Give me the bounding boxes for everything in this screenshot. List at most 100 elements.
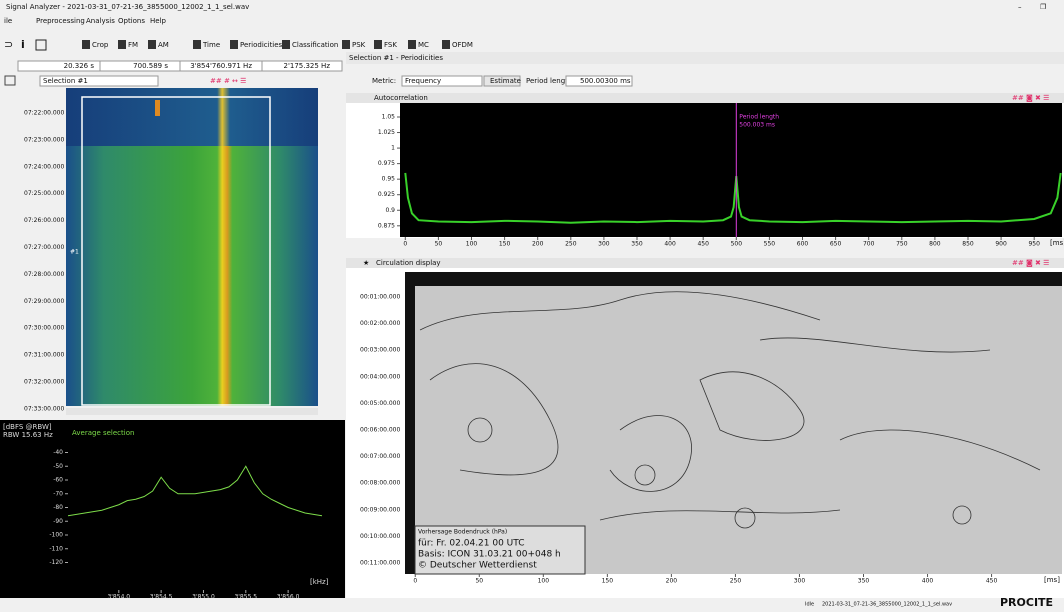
x-tick-label: 250 (565, 241, 577, 248)
y-tick-label: -80 (53, 504, 63, 511)
tool-label[interactable]: FSK (384, 41, 397, 49)
x-tick-label: 600 (797, 241, 809, 248)
rbw: RBW 15.63 Hz (3, 431, 53, 439)
tool-label[interactable]: FM (128, 41, 138, 49)
menu-item[interactable]: ile (4, 17, 12, 25)
tool-label[interactable]: Crop (92, 41, 109, 49)
metric-value: Frequency (405, 77, 441, 85)
selection-label: #1 (70, 249, 79, 256)
view-icons[interactable]: ## # ↔ ☰ (210, 77, 246, 85)
time-label: 07:32:00.000 (24, 379, 64, 386)
time-label: 07:31:00.000 (24, 352, 64, 359)
x-tick-label: 450 (697, 241, 709, 248)
window-title: Signal Analyzer - 2021-03-31_07-21-36_38… (6, 3, 249, 11)
period-value: 500.00300 ms (580, 77, 631, 85)
selection-value: Selection #1 (43, 77, 88, 85)
tool-label[interactable]: OFDM (452, 41, 473, 49)
time-label: 07:25:00.000 (24, 190, 64, 197)
circ-title: Circulation display (376, 259, 441, 267)
circ-header (346, 258, 1064, 268)
x-tick-label: 400 (922, 578, 934, 585)
maximize[interactable]: ❐ (1040, 3, 1046, 11)
metric-label: Metric: (372, 77, 396, 85)
time-label: 00:01:00.000 (360, 294, 400, 301)
tool-icon[interactable] (193, 40, 201, 49)
y-tick-label: -70 (53, 490, 63, 497)
x-unit: [ms] (1050, 239, 1064, 247)
time-label: 07:28:00.000 (24, 271, 64, 278)
tool-icon[interactable] (230, 40, 238, 49)
x-tick-label: 900 (995, 241, 1007, 248)
scrollbar[interactable] (66, 408, 318, 415)
y-tick-label: 1.025 (378, 129, 395, 136)
x-tick-label: 0 (403, 241, 407, 248)
time-label: 00:06:00.000 (360, 427, 400, 434)
caption-line: Vorhersage Bodendruck (hPa) (418, 529, 507, 536)
time-label: 00:05:00.000 (360, 400, 400, 407)
periodicity-toolbar: Metric: Frequency Estimate Period length… (372, 76, 632, 86)
tool-label[interactable]: MC (418, 41, 429, 49)
menu-item[interactable]: Options (118, 17, 145, 25)
field-value: 3'854'760.971 Hz (190, 62, 252, 70)
time-label: 07:26:00.000 (24, 217, 64, 224)
info-icon[interactable]: i (21, 38, 25, 51)
tool-label[interactable]: Time (202, 41, 220, 49)
y-tick-label: -110 (49, 545, 63, 552)
star-icon[interactable]: ★ (363, 259, 369, 267)
x-tick-label: 400 (664, 241, 676, 248)
tool-icon[interactable] (442, 40, 450, 49)
x-tick-label: 700 (863, 241, 875, 248)
x-tick-label: 50 (435, 241, 443, 248)
tool-icon[interactable] (408, 40, 416, 49)
y-tick-label: -60 (53, 477, 63, 484)
brand: PROCITE (1000, 596, 1053, 608)
time-label: 00:04:00.000 (360, 373, 400, 380)
tool-label[interactable]: Classification (292, 41, 338, 49)
x-tick-label: 150 (602, 578, 614, 585)
autocorr-title: Autocorrelation (374, 94, 428, 102)
page: {"window":{"title":"Signal Analyzer - 20… (0, 0, 1064, 608)
time-label: 00:09:00.000 (360, 506, 400, 513)
time-label: 07:30:00.000 (24, 325, 64, 332)
panel-icons[interactable]: ## ◙ ✖ ☰ (1012, 94, 1049, 102)
time-label: 00:08:00.000 (360, 480, 400, 487)
period-label: 500.003 ms (739, 122, 775, 129)
tool-icon[interactable] (342, 40, 350, 49)
x-tick-label: 350 (631, 241, 643, 248)
tool-icon[interactable] (374, 40, 382, 49)
y-tick-label: -120 (49, 559, 63, 566)
open-icon[interactable]: ⊃ (4, 38, 13, 51)
waterfall-marker (155, 100, 160, 116)
x-unit: [ms] (1044, 576, 1060, 584)
x-tick-label: 300 (598, 241, 610, 248)
tool-icon[interactable] (148, 40, 156, 49)
tool-icon[interactable] (282, 40, 290, 49)
time-label: 07:24:00.000 (24, 163, 64, 170)
panel-icons[interactable]: ## ◙ ✖ ☰ (1012, 259, 1049, 267)
x-tick-label: 350 (858, 578, 870, 585)
caption-line: Basis: ICON 31.03.21 00+048 h (418, 550, 561, 560)
y-tick-label: 0.975 (378, 160, 395, 167)
estimate-label: Estimate (490, 77, 521, 85)
x-tick-label: 750 (896, 241, 908, 248)
tool-label[interactable]: PSK (352, 41, 366, 49)
field-value: 700.589 s (133, 62, 168, 70)
time-label: 07:27:00.000 (24, 244, 64, 251)
tool-label[interactable]: AM (158, 41, 169, 49)
time-label: 00:11:00.000 (360, 560, 400, 567)
tool-icon[interactable] (82, 40, 90, 49)
time-label: 07:23:00.000 (24, 136, 64, 143)
x-tick-label: 450 (986, 578, 998, 585)
minimize[interactable]: – (1018, 3, 1022, 11)
tool-label[interactable]: Periodicities (240, 41, 283, 49)
y-tick-label: -50 (53, 463, 63, 470)
menu-item[interactable]: Help (150, 17, 167, 25)
tool-icon[interactable] (118, 40, 126, 49)
y-tick-label: -40 (53, 449, 63, 456)
x-tick-label: 100 (466, 241, 478, 248)
spectrum-unit: [dBFS @RBW] (3, 423, 52, 431)
menu-item[interactable]: Analysis (86, 17, 115, 25)
menu-item[interactable]: Preprocessing (36, 17, 85, 25)
x-tick-label: 950 (1028, 241, 1040, 248)
